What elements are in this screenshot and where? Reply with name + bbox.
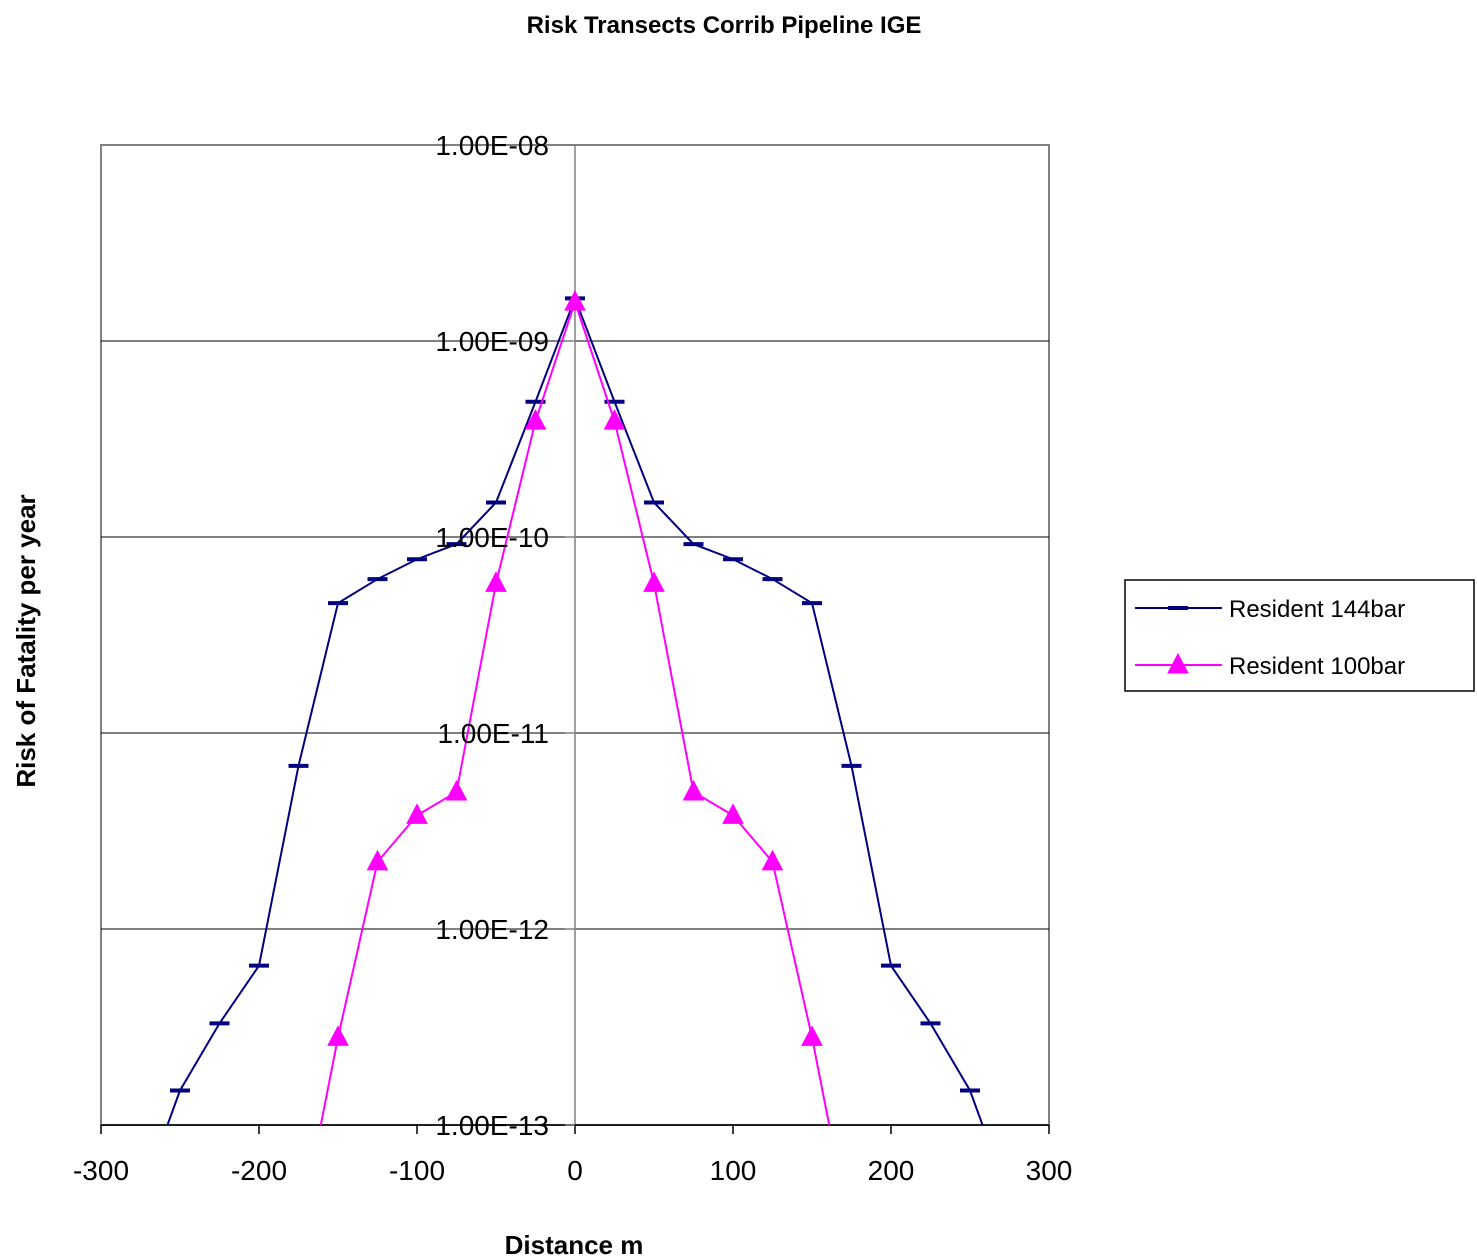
x-tick-label: 300 xyxy=(1026,1155,1073,1186)
data-point xyxy=(801,1025,823,1046)
legend: Resident 144bar Resident 100bar xyxy=(1124,579,1475,692)
chart-title: Risk Transects Corrib Pipeline IGE xyxy=(527,12,922,39)
y-axis-title: Risk of Fatality per year xyxy=(11,494,41,787)
data-point xyxy=(564,289,586,311)
y-tick-labels: 1.00E-08 1.00E-09 1.00E-10 1.00E-11 1.00E-12… xyxy=(435,130,549,1141)
series-2 xyxy=(319,289,831,1125)
legend-item: Resident 144bar xyxy=(1135,596,1405,623)
data-point xyxy=(603,409,626,430)
y-tick-label: 1.00E-09 xyxy=(435,326,549,357)
y-tick-label: 1.00E-12 xyxy=(435,914,549,945)
legend-label: Resident 144bar xyxy=(1229,596,1405,623)
data-point xyxy=(406,803,428,824)
data-point xyxy=(722,803,744,824)
data-point xyxy=(643,571,665,592)
legend-marker xyxy=(1167,652,1189,674)
data-point xyxy=(524,409,547,430)
x-axis-title: Distance m xyxy=(505,1230,644,1259)
legend-item: Resident 100bar xyxy=(1135,652,1405,680)
x-tick-label: -100 xyxy=(389,1155,445,1186)
data-point xyxy=(366,849,389,871)
data-point xyxy=(682,779,705,801)
plot-area: 1.00E-08 1.00E-09 1.00E-10 1.00E-11 1.00E-12… xyxy=(73,130,1072,1186)
y-tick-label: 1.00E-10 xyxy=(435,522,549,553)
x-tick-label: 100 xyxy=(710,1155,757,1186)
data-point xyxy=(761,849,784,871)
y-tick-label: 1.00E-08 xyxy=(435,130,549,161)
x-tick-label: -200 xyxy=(231,1155,287,1186)
x-tick-label: 200 xyxy=(868,1155,915,1186)
x-tick-labels: -300 -200 -100 0 100 200 300 xyxy=(73,1155,1072,1186)
x-tick-label: 0 xyxy=(567,1155,583,1186)
series xyxy=(166,289,984,1125)
legend-label: Resident 100bar xyxy=(1229,653,1405,680)
data-point xyxy=(485,571,507,592)
y-tick-label: 1.00E-13 xyxy=(435,1110,549,1141)
y-tick-label: 1.00E-11 xyxy=(437,718,549,749)
data-point xyxy=(445,779,468,801)
x-tick-label: -300 xyxy=(73,1155,129,1186)
data-point xyxy=(327,1025,349,1046)
